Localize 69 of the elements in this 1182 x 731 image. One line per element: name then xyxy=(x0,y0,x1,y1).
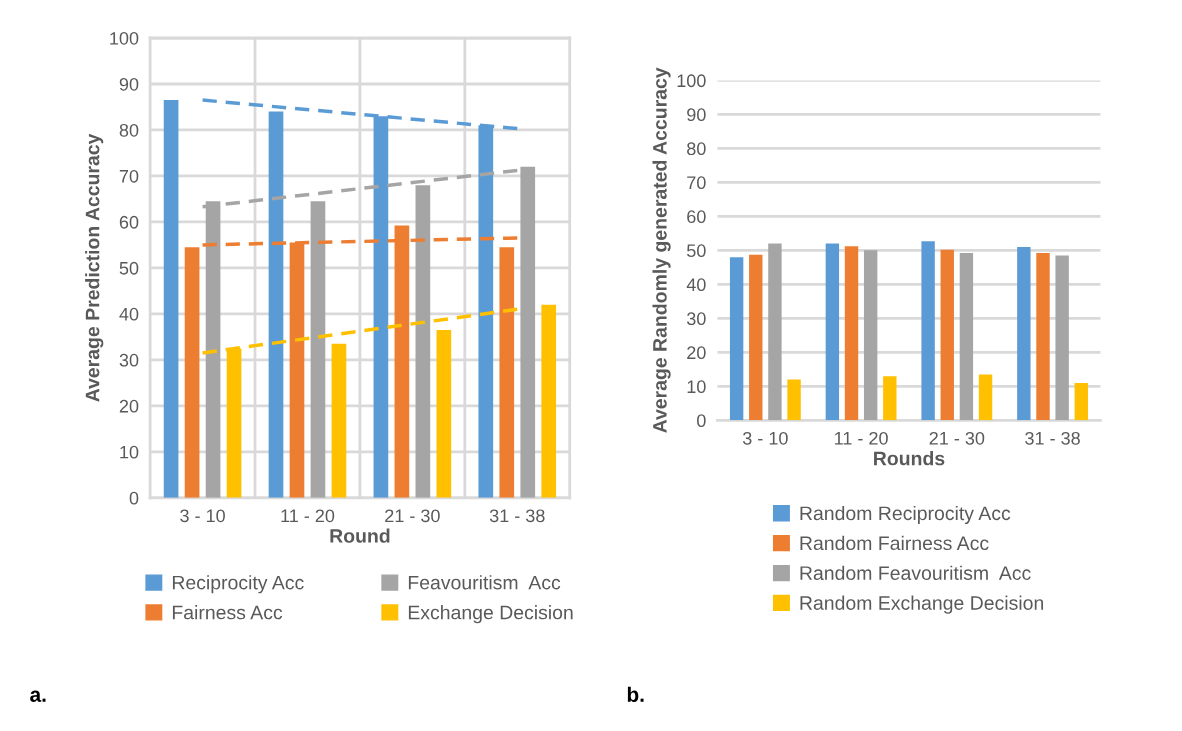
y-tick-label: 80 xyxy=(687,142,706,156)
bar xyxy=(978,374,993,421)
y-tick-label: 30 xyxy=(686,312,706,326)
bar xyxy=(520,166,536,498)
x-tick-label: 21 - 30 xyxy=(385,509,440,523)
y-tick-label: 20 xyxy=(687,346,706,360)
legend-label: Random Reciprocity Acc xyxy=(800,505,1011,525)
y-tick-label: 0 xyxy=(129,491,139,505)
bar xyxy=(940,249,954,421)
bar xyxy=(436,329,452,498)
y-tick-label: 70 xyxy=(119,169,139,183)
bar xyxy=(541,304,557,498)
x-tick-label: 21 - 30 xyxy=(929,431,985,445)
bar xyxy=(1055,255,1069,421)
y-tick-label: 90 xyxy=(687,108,706,122)
y-tick-label: 100 xyxy=(677,74,706,88)
bar xyxy=(959,253,974,421)
bar xyxy=(163,100,179,498)
bar xyxy=(499,247,515,498)
x-axis-title: Rounds xyxy=(874,451,945,466)
legend-label: Exchange Decision xyxy=(408,605,573,624)
y-axis-title: Average Prediction Accuracy xyxy=(85,133,104,402)
bar xyxy=(1017,246,1031,421)
y-tick-label: 70 xyxy=(687,176,706,190)
bar xyxy=(268,111,284,498)
y-tick-label: 50 xyxy=(687,244,706,258)
y-tick-label: 20 xyxy=(119,399,139,413)
bar xyxy=(921,241,935,421)
bar xyxy=(749,254,763,421)
bar xyxy=(310,201,326,498)
y-tick-label: 50 xyxy=(119,261,139,275)
bar xyxy=(883,376,897,421)
bar xyxy=(1036,253,1050,421)
y-tick-label: 40 xyxy=(119,307,139,321)
legend-label: Random Feavouritism Acc xyxy=(800,565,1031,580)
legend-label: Random Exchange Decision xyxy=(800,595,1044,614)
legend-label: Feavouritism Acc xyxy=(408,575,561,590)
y-tick-label: 30 xyxy=(119,353,139,367)
y-axis-title: Average Randomly generated Accuracy xyxy=(652,67,671,433)
x-tick-label: 3 - 10 xyxy=(180,509,225,523)
bar xyxy=(768,243,782,421)
x-tick-label: 31 - 38 xyxy=(1025,431,1080,445)
y-tick-label: 100 xyxy=(110,31,139,45)
bar xyxy=(825,243,840,421)
bar xyxy=(729,257,744,421)
legend-label: Reciprocity Acc xyxy=(172,575,304,594)
bar xyxy=(787,379,801,421)
y-tick-label: 10 xyxy=(120,445,139,459)
x-tick-label: 3 - 10 xyxy=(742,431,788,445)
y-tick-label: 60 xyxy=(119,215,139,229)
bar xyxy=(331,343,347,498)
bar xyxy=(1074,382,1088,421)
y-tick-label: 80 xyxy=(119,123,139,137)
legend-label: Fairness Acc xyxy=(172,605,283,620)
x-tick-label: 11 - 20 xyxy=(835,431,888,445)
y-tick-label: 0 xyxy=(697,414,706,428)
y-tick-label: 10 xyxy=(687,380,706,394)
bar xyxy=(844,246,859,421)
y-tick-label: 60 xyxy=(687,210,706,224)
y-tick-label: 40 xyxy=(686,278,706,292)
bar xyxy=(863,250,878,421)
bar xyxy=(184,247,200,498)
legend-label: Random Fairness Acc xyxy=(800,535,989,551)
text: b. xyxy=(627,686,644,702)
x-tick-label: 31 - 38 xyxy=(489,509,545,523)
y-tick-label: 90 xyxy=(119,77,139,91)
text: a. xyxy=(30,690,46,702)
x-tick-label: 11 - 20 xyxy=(281,509,335,523)
x-axis-title: Round xyxy=(330,528,390,543)
